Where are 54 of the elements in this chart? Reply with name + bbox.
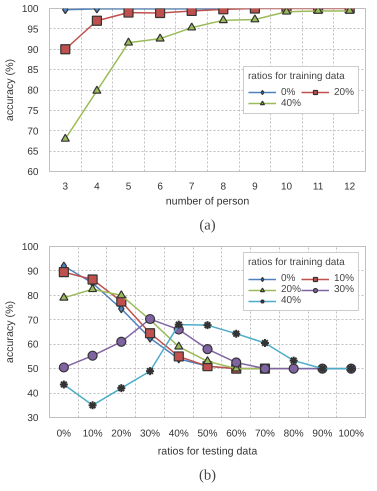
- x-tick-label: 12: [344, 182, 356, 192]
- y-tick-label: 85: [27, 65, 39, 76]
- x-tick-label: 10: [280, 182, 292, 192]
- x-tick-label: 0%: [56, 428, 72, 440]
- x-tick-label: 70%: [254, 428, 276, 440]
- y-axis-title: accuracy (%): [4, 58, 16, 122]
- y-tick-label: 50: [27, 364, 39, 376]
- y-axis-title: accuracy (%): [4, 300, 16, 364]
- x-tick-label: 5: [126, 182, 132, 192]
- y-tick-label: 60: [27, 340, 39, 351]
- x-axis-title: ratios for testing data: [158, 446, 258, 458]
- y-tick-label: 80: [27, 290, 39, 302]
- x-tick-label: 8: [220, 182, 227, 192]
- x-tick-label: 40%: [168, 428, 189, 440]
- x-tick-label: 9: [252, 182, 258, 192]
- x-tick-label: 50%: [197, 428, 218, 440]
- x-tick-label: 20%: [111, 428, 132, 440]
- x-tick-label: 3: [62, 182, 69, 192]
- x-tick-label: 11: [312, 182, 324, 192]
- y-tick-label: 65: [27, 146, 39, 158]
- legend-label: 40%: [280, 98, 301, 108]
- x-tick-label: 4: [94, 182, 100, 192]
- text: (a): [199, 218, 216, 234]
- legend-title: ratios for training data: [248, 257, 346, 268]
- x-tick-label: 80%: [284, 428, 304, 440]
- y-tick-label: 90: [27, 44, 39, 56]
- x-tick-label: 60%: [226, 428, 246, 440]
- legend-label: 0%: [280, 273, 296, 284]
- y-tick-label: 100: [22, 4, 39, 15]
- legend-label: 20%: [334, 86, 354, 98]
- legend-label: 20%: [280, 284, 301, 295]
- y-tick-label: 80: [27, 86, 39, 96]
- y-tick-label: 60: [27, 167, 39, 178]
- y-tick-label: 95: [27, 24, 39, 36]
- legend-label: 40%: [280, 295, 301, 306]
- x-tick-label: 100%: [338, 428, 364, 440]
- x-tick-label: 7: [188, 182, 195, 192]
- y-tick-label: 40: [27, 388, 39, 400]
- x-tick-label: 30%: [140, 428, 160, 440]
- y-tick-label: 90: [27, 266, 39, 278]
- y-tick-label: 70: [27, 126, 39, 138]
- y-tick-label: 75: [27, 106, 39, 117]
- x-tick-label: 90%: [312, 428, 333, 440]
- y-tick-label: 100: [22, 242, 39, 253]
- y-tick-label: 70: [27, 315, 39, 326]
- y-tick-label: 30: [27, 413, 39, 424]
- legend-label: 30%: [334, 284, 354, 295]
- x-axis-title: number of person: [166, 196, 250, 208]
- text: (b): [198, 468, 216, 484]
- x-tick-label: 10%: [82, 428, 103, 440]
- legend-title: ratios for training data: [248, 70, 346, 82]
- legend-label: 0%: [280, 86, 296, 98]
- legend-label: 10%: [334, 273, 354, 284]
- x-tick-label: 6: [157, 182, 164, 192]
